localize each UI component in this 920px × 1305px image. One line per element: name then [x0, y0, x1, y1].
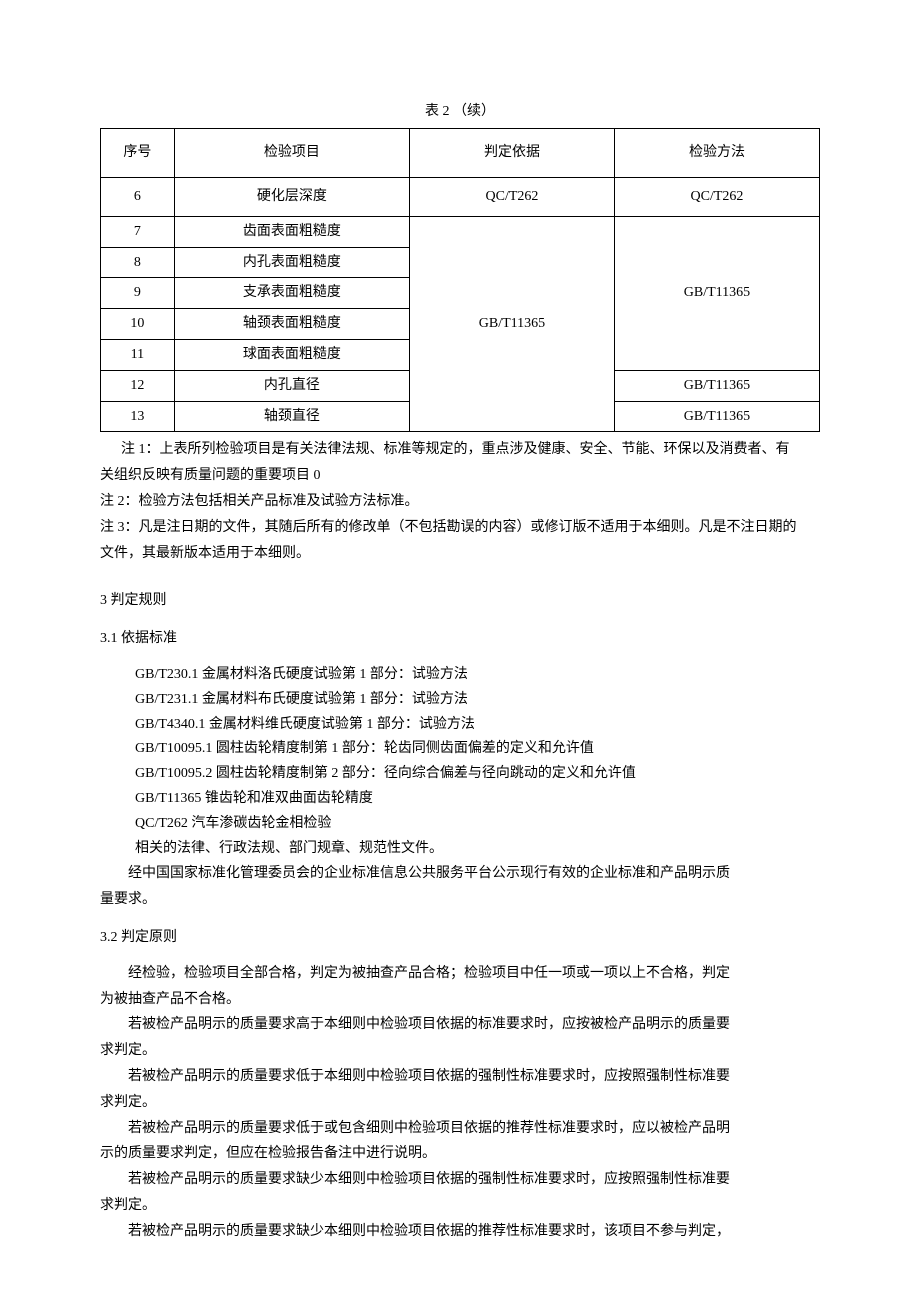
cell-basis-merged: GB/T11365 — [409, 216, 614, 432]
cell-sn: 11 — [101, 339, 175, 370]
cell-method: GB/T11365 — [614, 370, 819, 401]
para-3-2: 求判定。 — [100, 1091, 820, 1115]
cell-sn: 8 — [101, 247, 175, 278]
table-row: 6 硬化层深度 QC/T262 QC/T262 — [101, 177, 820, 216]
standard-item: GB/T230.1 金属材料洛氏硬度试验第 1 部分：试验方法 — [100, 663, 820, 687]
standard-item: GB/T11365 锥齿轮和准双曲面齿轮精度 — [100, 787, 820, 811]
para-3-1-b: 量要求。 — [100, 888, 820, 912]
section-3-2-heading: 3.2 判定原则 — [100, 926, 820, 950]
document-page: 表 2 （续） 序号 检验项目 判定依据 检验方法 6 硬化层深度 QC/T26… — [0, 0, 920, 1305]
cell-sn: 10 — [101, 309, 175, 340]
header-basis: 判定依据 — [409, 128, 614, 177]
cell-sn: 9 — [101, 278, 175, 309]
cell-item: 轴颈表面粗糙度 — [174, 309, 409, 340]
cell-basis: QC/T262 — [409, 177, 614, 216]
section-3-heading: 3 判定规则 — [100, 589, 820, 613]
table-notes: 注 1：上表所列检验项目是有关法律法规、标准等规定的，重点涉及健康、安全、节能、… — [100, 438, 820, 565]
standards-list: GB/T230.1 金属材料洛氏硬度试验第 1 部分：试验方法 GB/T231.… — [100, 663, 820, 860]
note-2: 注 2：检验方法包括相关产品标准及试验方法标准。 — [100, 490, 820, 514]
cell-item: 内孔表面粗糙度 — [174, 247, 409, 278]
note-1-line2: 关组织反映有质量问题的重要项目 0 — [100, 464, 820, 488]
cell-method: GB/T11365 — [614, 401, 819, 432]
para-3-2: 若被检产品明示的质量要求缺少本细则中检验项目依据的强制性标准要求时，应按照强制性… — [100, 1168, 820, 1192]
cell-sn: 12 — [101, 370, 175, 401]
table-caption: 表 2 （续） — [100, 100, 820, 124]
cell-sn: 7 — [101, 216, 175, 247]
standard-item: GB/T4340.1 金属材料维氏硬度试验第 1 部分：试验方法 — [100, 713, 820, 737]
table-header-row: 序号 检验项目 判定依据 检验方法 — [101, 128, 820, 177]
para-3-2: 若被检产品明示的质量要求低于本细则中检验项目依据的强制性标准要求时，应按照强制性… — [100, 1065, 820, 1089]
note-3-line2: 文件，其最新版本适用于本细则。 — [100, 542, 820, 566]
cell-item: 齿面表面粗糙度 — [174, 216, 409, 247]
note-3-line1: 注 3：凡是注日期的文件，其随后所有的修改单（不包括勘误的内容）或修订版不适用于… — [100, 516, 820, 540]
para-3-2: 若被检产品明示的质量要求高于本细则中检验项目依据的标准要求时，应按被检产品明示的… — [100, 1013, 820, 1037]
inspection-table: 序号 检验项目 判定依据 检验方法 6 硬化层深度 QC/T262 QC/T26… — [100, 128, 820, 433]
para-3-2: 若被检产品明示的质量要求缺少本细则中检验项目依据的推荐性标准要求时，该项目不参与… — [100, 1220, 820, 1244]
standard-item: GB/T231.1 金属材料布氏硬度试验第 1 部分：试验方法 — [100, 688, 820, 712]
para-3-2: 为被抽查产品不合格。 — [100, 988, 820, 1012]
note-1-line1: 注 1：上表所列检验项目是有关法律法规、标准等规定的，重点涉及健康、安全、节能、… — [100, 438, 820, 462]
header-method: 检验方法 — [614, 128, 819, 177]
standard-item: QC/T262 汽车渗碳齿轮金相检验 — [100, 812, 820, 836]
cell-item: 内孔直径 — [174, 370, 409, 401]
para-3-1-a: 经中国国家标准化管理委员会的企业标准信息公共服务平台公示现行有效的企业标准和产品… — [100, 862, 820, 886]
cell-sn: 6 — [101, 177, 175, 216]
standard-item: 相关的法律、行政法规、部门规章、规范性文件。 — [100, 837, 820, 861]
cell-item: 硬化层深度 — [174, 177, 409, 216]
para-3-2: 经检验，检验项目全部合格，判定为被抽查产品合格；检验项目中任一项或一项以上不合格… — [100, 962, 820, 986]
para-3-2: 示的质量要求判定，但应在检验报告备注中进行说明。 — [100, 1142, 820, 1166]
cell-item: 轴颈直径 — [174, 401, 409, 432]
cell-method-merged: GB/T11365 — [614, 216, 819, 370]
para-3-2: 求判定。 — [100, 1039, 820, 1063]
section-3-1-heading: 3.1 依据标准 — [100, 627, 820, 651]
header-sn: 序号 — [101, 128, 175, 177]
cell-item: 支承表面粗糙度 — [174, 278, 409, 309]
table-row: 7 齿面表面粗糙度 GB/T11365 GB/T11365 — [101, 216, 820, 247]
cell-sn: 13 — [101, 401, 175, 432]
cell-item: 球面表面粗糙度 — [174, 339, 409, 370]
para-3-2: 若被检产品明示的质量要求低于或包含细则中检验项目依据的推荐性标准要求时，应以被检… — [100, 1117, 820, 1141]
standard-item: GB/T10095.2 圆柱齿轮精度制第 2 部分：径向综合偏差与径向跳动的定义… — [100, 762, 820, 786]
para-3-2: 求判定。 — [100, 1194, 820, 1218]
header-item: 检验项目 — [174, 128, 409, 177]
standard-item: GB/T10095.1 圆柱齿轮精度制第 1 部分：轮齿同侧齿面偏差的定义和允许… — [100, 737, 820, 761]
cell-method: QC/T262 — [614, 177, 819, 216]
